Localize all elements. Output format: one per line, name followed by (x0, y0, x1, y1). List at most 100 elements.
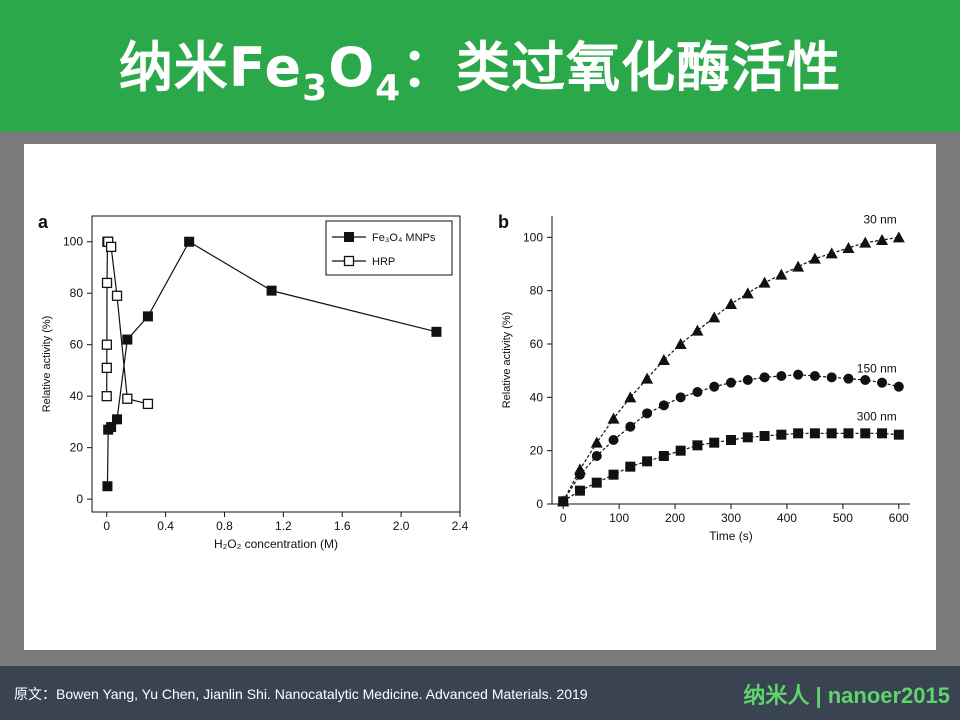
data-point (658, 400, 669, 411)
data-point (111, 290, 123, 301)
data-point (102, 481, 113, 492)
data-point (591, 451, 602, 461)
data-point (876, 234, 889, 245)
y-tick-label: 100 (63, 235, 83, 249)
data-point (708, 311, 721, 323)
data-point (826, 372, 837, 383)
y-tick-label: 20 (70, 441, 84, 455)
x-tick-label: 1.6 (334, 519, 351, 533)
title-bar: 纳米Fe3O4：类过氧化酶活性 (0, 0, 960, 132)
data-point (266, 285, 277, 296)
data-point (860, 428, 871, 439)
x-tick-label: 0.4 (157, 519, 174, 533)
data-point (843, 373, 854, 384)
figure-panel: 0 0.4 0.8 1.2 1.6 2.0 2.4 0 20 40 60 80 100 H₂O₂ conc… (24, 144, 936, 650)
data-point (101, 362, 112, 374)
x-axis-label: Time (s) (709, 529, 753, 543)
data-point (793, 369, 804, 380)
data-point (709, 381, 720, 392)
data-point (122, 334, 133, 345)
x-tick-label: 1.2 (275, 519, 292, 533)
data-point (793, 428, 804, 439)
data-point (624, 391, 637, 403)
data-point (809, 428, 820, 439)
data-point (184, 236, 195, 247)
data-point (657, 354, 670, 365)
data-point (101, 391, 112, 402)
data-point (759, 372, 770, 383)
data-point (741, 287, 754, 299)
chart-a: 0 0.4 0.8 1.2 1.6 2.0 2.4 0 20 40 60 80 100 H₂O₂ conc… (38, 212, 469, 551)
y-tick-label: 20 (530, 444, 544, 458)
data-point (608, 469, 619, 480)
x-tick-label: 100 (609, 511, 629, 525)
series-line (562, 236, 899, 502)
data-point (775, 268, 788, 280)
title-mid: O (328, 36, 376, 99)
y-tick-label: 40 (70, 389, 84, 403)
data-point (808, 252, 821, 264)
panel-label: b (498, 212, 509, 232)
data-point (877, 428, 888, 439)
data-point (893, 429, 904, 440)
x-tick-label: 600 (889, 511, 909, 525)
series-label: 300 nm (857, 410, 897, 424)
data-point (101, 277, 113, 289)
citation: 原文：Bowen Yang, Yu Chen, Jianlin Shi. Nan… (14, 686, 588, 702)
data-point (607, 412, 620, 424)
y-tick-label: 80 (530, 284, 544, 298)
data-point (758, 276, 771, 288)
legend-marker (344, 232, 354, 242)
legend-label: HRP (372, 256, 395, 268)
x-tick-label: 500 (833, 511, 853, 525)
data-point (106, 422, 117, 433)
data-point (892, 231, 905, 243)
data-point (742, 375, 753, 385)
data-point (742, 432, 753, 443)
y-tick-label: 60 (530, 337, 544, 351)
x-tick-label: 2.0 (393, 519, 410, 533)
data-point (112, 414, 123, 425)
plot-frame (91, 215, 461, 513)
data-point (692, 440, 703, 451)
data-point (692, 387, 703, 397)
data-point (759, 431, 770, 441)
data-point (792, 260, 805, 272)
data-point (574, 485, 585, 496)
data-point (893, 381, 904, 392)
data-point (590, 436, 603, 448)
brand-logo: 纳米人 | nanoer2015 (743, 683, 950, 708)
data-point (726, 377, 736, 388)
series-label: 150 nm (857, 362, 897, 376)
data-point (776, 371, 787, 381)
title-prefix: 纳米Fe (118, 36, 303, 99)
x-tick-label: 0.8 (216, 519, 233, 533)
data-point (658, 451, 669, 461)
data-point (574, 469, 585, 480)
y-axis-label: Relative activity (%) (501, 312, 513, 409)
data-point (608, 435, 619, 445)
y-tick-label: 0 (536, 497, 543, 511)
data-point (842, 242, 855, 253)
title-subscript-4: 4 (375, 68, 402, 109)
y-tick-label: 100 (523, 230, 543, 244)
x-tick-label: 200 (665, 511, 685, 525)
data-point (843, 428, 854, 439)
data-point (860, 375, 871, 385)
data-point (642, 408, 653, 419)
legend-marker (343, 255, 355, 267)
data-point (725, 298, 737, 309)
data-point (776, 429, 787, 440)
data-point (431, 326, 442, 337)
x-axis-label: H₂O₂ concentration (M) (214, 537, 338, 551)
legend-label: Fe₃O₄ MNPs (372, 232, 436, 244)
data-point (142, 311, 153, 322)
data-point (675, 392, 686, 403)
x-tick-label: 400 (777, 511, 797, 525)
data-point (641, 372, 654, 384)
data-point (859, 236, 872, 248)
chart-b: 0 100 200 300 400 500 600 0 20 40 60 80 100 Time (s) R… (498, 212, 910, 543)
data-point (642, 456, 653, 467)
y-tick-label: 60 (70, 338, 84, 352)
slide-title: 纳米Fe3O4：类过氧化酶活性 (119, 23, 841, 109)
